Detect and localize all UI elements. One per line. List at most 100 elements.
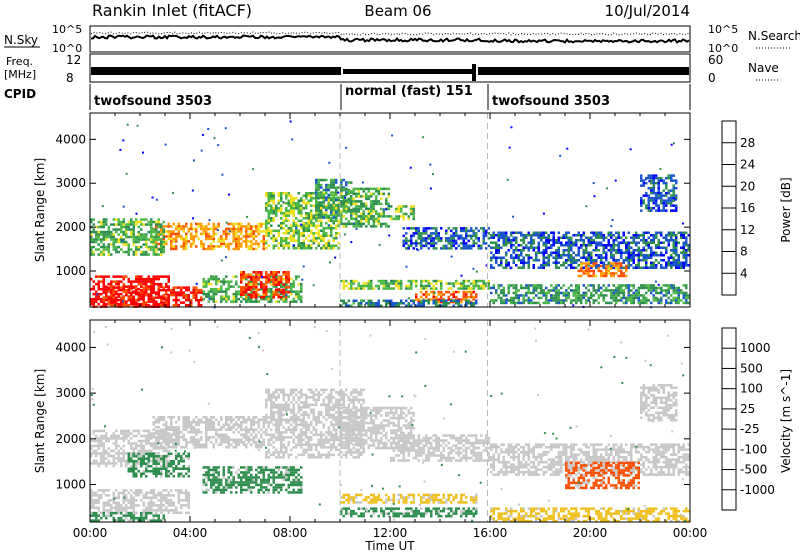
power-cell	[250, 276, 253, 279]
power-cell	[252, 276, 255, 279]
power-cell	[555, 261, 558, 264]
power-cell	[277, 234, 280, 237]
power-cell	[105, 220, 108, 224]
power-cell	[627, 244, 630, 247]
power-point	[644, 178, 647, 181]
power-cell	[147, 238, 150, 241]
velocity-cell	[105, 462, 108, 465]
velocity-cell	[237, 416, 240, 419]
power-cell	[287, 199, 290, 202]
velocity-cell	[175, 438, 178, 441]
power-cell	[162, 245, 165, 249]
velocity-cell	[217, 421, 220, 424]
power-cell	[287, 244, 290, 247]
velocity-cell	[187, 431, 190, 434]
power-cell	[362, 215, 365, 218]
power-cell	[252, 281, 255, 284]
power-cell	[527, 286, 530, 290]
power-cell	[660, 301, 663, 305]
power-cell	[300, 227, 303, 230]
power-cell	[352, 192, 355, 196]
power-cell	[297, 282, 300, 286]
power-cell	[425, 237, 428, 240]
power-cell	[272, 276, 275, 279]
power-cell	[255, 297, 258, 301]
power-cell	[435, 232, 438, 235]
velocity-cell	[155, 441, 158, 444]
power-cell	[102, 230, 105, 234]
power-cell	[257, 276, 260, 279]
power-cell	[132, 302, 135, 306]
power-cell	[645, 204, 648, 207]
power-cell	[490, 246, 493, 249]
power-cell	[637, 234, 640, 237]
power-cell	[162, 303, 165, 307]
power-cell	[275, 271, 278, 274]
power-cell	[172, 232, 175, 236]
power-cell	[162, 235, 165, 239]
power-cell	[142, 238, 145, 241]
power-cell	[510, 284, 513, 287]
power-cell	[285, 271, 288, 274]
power-cell	[637, 251, 640, 254]
velocity-cell	[102, 459, 105, 463]
power-cell	[627, 286, 630, 290]
power-cell	[120, 220, 123, 224]
power-cell	[350, 217, 353, 221]
power-cell	[647, 231, 650, 234]
power-cell	[90, 220, 93, 224]
power-cell	[200, 298, 203, 302]
power-cell	[605, 264, 608, 268]
velocity-cell	[165, 423, 168, 426]
power-cell	[557, 261, 560, 264]
power-cell	[622, 289, 625, 292]
power-cell	[575, 289, 578, 292]
power-cell	[255, 278, 258, 281]
power-cell	[300, 290, 303, 293]
power-cell	[642, 201, 645, 205]
velocity-cell	[182, 436, 185, 439]
power-cell	[262, 247, 265, 251]
power-cell	[335, 188, 338, 192]
power-cell	[245, 286, 248, 289]
power-cell	[102, 288, 105, 292]
power-cell	[602, 284, 605, 287]
power-cell	[590, 241, 593, 244]
power-cell	[672, 261, 675, 264]
power-cell	[225, 235, 228, 238]
power-cell	[155, 275, 158, 278]
power-cell	[230, 222, 233, 226]
power-cell	[397, 210, 400, 213]
power-point	[417, 249, 420, 252]
power-cell	[547, 254, 550, 257]
power-cell	[582, 294, 585, 297]
power-cell	[592, 274, 595, 278]
power-cell	[270, 219, 273, 222]
power-cell	[520, 249, 523, 252]
power-cell	[465, 229, 468, 233]
velocity-cell	[132, 449, 135, 453]
power-cell	[102, 303, 105, 307]
power-cell	[302, 232, 305, 235]
power-cell	[200, 303, 203, 307]
power-cell	[557, 249, 560, 252]
power-cell	[410, 234, 413, 238]
power-cell	[287, 247, 290, 250]
power-point	[122, 139, 125, 142]
power-cell	[292, 197, 295, 200]
power-cell	[227, 227, 230, 231]
power-cell	[327, 242, 330, 245]
velocity-cell	[147, 442, 150, 445]
power-cell	[595, 259, 598, 262]
power-cell	[252, 296, 255, 299]
power-cell	[672, 264, 675, 267]
power-cell	[140, 296, 143, 299]
power-cell	[160, 245, 163, 249]
velocity-cell	[220, 436, 223, 439]
power-cell	[640, 174, 643, 177]
velocity-cell	[120, 429, 123, 433]
velocity-cell	[232, 438, 235, 441]
velocity-cell	[220, 428, 223, 431]
power-cell	[637, 286, 640, 290]
power-cell	[320, 178, 323, 182]
